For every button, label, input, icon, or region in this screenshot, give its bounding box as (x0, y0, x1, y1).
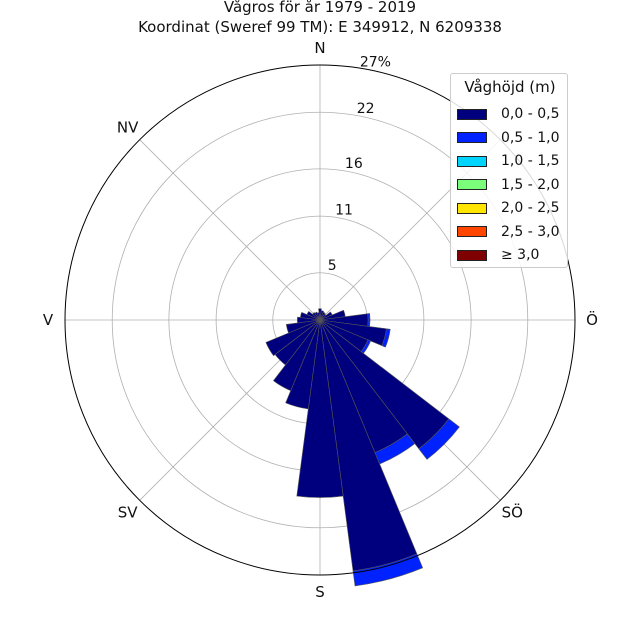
legend-item: ≥ 3,0 (457, 245, 539, 265)
rose-bar (312, 312, 321, 321)
direction-label: S (315, 583, 325, 601)
legend-label: 1,0 - 1,5 (501, 153, 560, 169)
grid-spoke (139, 139, 321, 321)
r-tick-label: 27% (360, 55, 391, 71)
legend-label: 1,5 - 2,0 (501, 176, 560, 193)
rose-bar (381, 328, 391, 348)
outer-circle (64, 64, 576, 576)
rose-bar (285, 319, 321, 410)
rose-bar (352, 553, 424, 587)
chart-title: Vågros för år 1979 - 2019 (223, 0, 417, 16)
direction-label: SV (118, 503, 139, 521)
legend-item: 0,5 - 1,0 (457, 128, 559, 148)
legend-item: 1,5 - 2,0 (457, 175, 559, 195)
rose-bar (296, 319, 344, 498)
legend-title: Våghöjd (m) (464, 78, 556, 96)
direction-label: NV (117, 119, 139, 137)
legend-swatch (457, 132, 487, 143)
legend-swatch (457, 155, 487, 167)
legend-item: 1,0 - 1,5 (457, 151, 559, 171)
rose-bar (273, 319, 321, 392)
legend-swatch (457, 108, 487, 120)
r-tick-label: 16 (345, 156, 363, 172)
rose-bar (314, 311, 321, 321)
legend-swatch (457, 202, 487, 214)
direction-label: Ö (586, 310, 598, 329)
rose-bar (367, 313, 371, 327)
rose-bar (265, 319, 321, 357)
direction-label: V (43, 311, 54, 329)
rose-bar (316, 312, 321, 321)
legend-item: 0,0 - 0,5 (457, 104, 559, 124)
legend-label: 2,5 - 3,0 (501, 223, 560, 240)
rose-bar (318, 308, 322, 321)
r-tick-label: 5 (328, 258, 337, 274)
legend-swatch (457, 226, 487, 237)
legend-swatch (457, 249, 487, 261)
legend: Våghöjd (m) 0,0 - 0,5 0,5 - 1,0 1,0 - 1,5 1… (450, 73, 568, 268)
legend-label: ≥ 3,0 (501, 247, 540, 263)
direction-label: SÖ (502, 502, 523, 521)
legend-item: 2,5 - 3,0 (457, 222, 559, 242)
rose-bar (285, 319, 321, 334)
r-tick-label: 11 (335, 202, 353, 218)
legend-swatch (457, 179, 487, 190)
rose-bar (418, 418, 460, 460)
legend-item: 2,0 - 2,5 (457, 198, 559, 218)
legend-label: 2,0 - 2,5 (501, 200, 560, 216)
legend-label: 0,5 - 1,0 (501, 129, 560, 146)
legend-label: 0,0 - 0,5 (501, 106, 560, 122)
chart-subtitle: Koordinat (Sweref 99 TM): E 349912, N 62… (138, 18, 502, 36)
rose-bar (297, 316, 321, 324)
r-tick-label: 22 (357, 101, 375, 117)
direction-label: N (314, 39, 325, 57)
